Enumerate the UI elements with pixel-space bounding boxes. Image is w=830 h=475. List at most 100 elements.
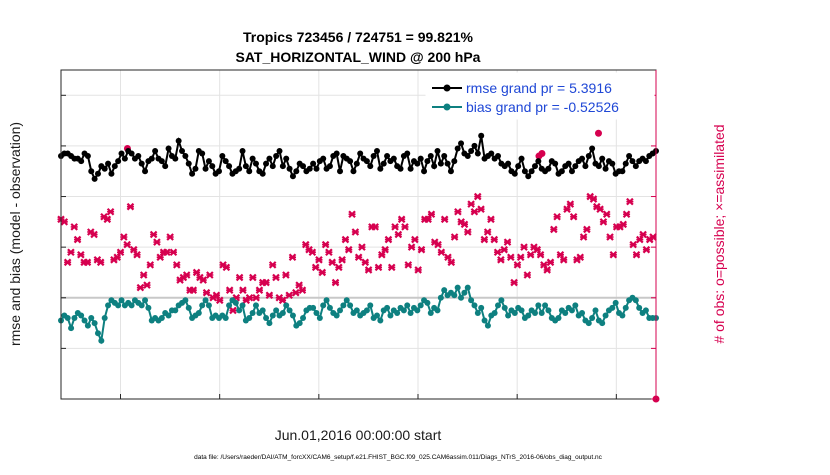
rmse-data-point <box>179 147 186 154</box>
bias-data-point <box>222 315 229 322</box>
rmse-data-point <box>404 150 411 157</box>
bias-data-point <box>619 312 626 319</box>
rmse-data-point <box>629 158 636 165</box>
rmse-data-point <box>226 163 233 170</box>
bias-data-point <box>454 284 461 291</box>
assimilated-count-marker <box>169 248 178 256</box>
bias-data-point <box>105 302 112 309</box>
assimilated-count-marker <box>318 268 327 277</box>
rmse-data-point <box>407 165 414 172</box>
rmse-data-point <box>189 170 196 177</box>
assimilated-count-marker <box>589 195 598 203</box>
legend-bias-marker <box>443 103 451 111</box>
rmse-data-point <box>205 158 212 165</box>
rmse-data-point <box>239 147 246 154</box>
assimilated-count-marker <box>563 205 571 213</box>
assimilated-count-marker <box>510 278 518 287</box>
rmse-data-point <box>175 137 182 144</box>
rmse-data-point <box>199 150 206 157</box>
assimilated-count-marker <box>540 261 548 269</box>
bias-data-point <box>205 302 212 309</box>
rmse-data-point <box>158 158 165 165</box>
assimilated-count-marker <box>533 245 542 254</box>
rmse-data-point <box>353 160 360 167</box>
rmse-data-point <box>347 158 354 165</box>
assimilated-count-marker <box>120 233 128 241</box>
bias-data-point <box>407 309 414 316</box>
assimilated-count-marker <box>206 271 214 279</box>
bias-data-point <box>71 315 78 322</box>
assimilated-count-marker <box>361 258 370 267</box>
assimilated-count-marker <box>437 248 446 256</box>
assimilated-count-marker <box>348 210 356 219</box>
assimilated-count-marker <box>401 223 409 231</box>
assimilated-count-marker <box>83 258 92 267</box>
assimilated-count-marker <box>639 230 647 239</box>
assimilated-count-marker <box>341 235 350 244</box>
rmse-data-point <box>320 155 327 162</box>
bias-data-point <box>246 315 253 322</box>
rmse-data-point <box>478 132 485 139</box>
bias-data-point <box>296 320 303 327</box>
assimilated-count-marker <box>576 253 585 262</box>
assimilated-count-marker <box>123 240 131 249</box>
assimilated-count-marker <box>483 228 492 236</box>
assimilated-count-marker <box>497 256 505 264</box>
assimilated-count-marker <box>116 248 125 256</box>
bias-data-point <box>495 302 502 309</box>
assimilated-count-marker <box>619 220 628 229</box>
assimilated-count-marker <box>649 233 657 241</box>
assimilated-count-marker <box>189 286 198 294</box>
rmse-data-point <box>474 150 481 157</box>
bias-data-point <box>283 302 290 309</box>
assimilated-count-marker <box>301 240 310 249</box>
bias-data-point <box>199 302 206 309</box>
assimilated-count-marker <box>550 225 558 234</box>
rmse-data-point <box>91 175 98 182</box>
assimilated-count-marker <box>596 205 604 213</box>
bias-data-point <box>434 307 441 314</box>
bias-data-point <box>572 302 579 309</box>
bias-data-point <box>195 309 202 316</box>
assimilated-count-marker <box>255 286 264 294</box>
bias-data-point <box>289 312 296 319</box>
legend-box <box>425 72 655 120</box>
bias-data-point <box>313 309 320 316</box>
rmse-data-point <box>531 163 538 170</box>
assimilated-count-marker <box>351 228 360 236</box>
assimilated-count-marker <box>609 250 618 259</box>
rmse-data-point <box>642 158 649 165</box>
rmse-data-point <box>215 168 222 175</box>
assimilated-count-marker <box>364 266 373 274</box>
legend-rmse-marker <box>443 84 451 92</box>
rmse-data-point <box>209 163 216 170</box>
bias-data-point <box>94 330 101 337</box>
rmse-data-point <box>236 165 243 172</box>
bias-data-point <box>481 317 488 324</box>
assimilated-count-marker <box>199 276 207 284</box>
assimilated-count-marker <box>387 263 396 272</box>
bias-data-point <box>347 302 354 309</box>
bias-data-point <box>263 315 270 322</box>
rmse-data-point <box>589 145 596 152</box>
rmse-data-point <box>441 153 448 160</box>
rmse-data-point <box>202 165 209 172</box>
assimilated-count-marker <box>60 218 69 226</box>
assimilated-count-marker <box>599 218 608 226</box>
bias-data-point <box>118 297 125 304</box>
rmse-data-point <box>377 165 384 172</box>
assimilated-count-marker <box>566 200 575 208</box>
bias-data-point <box>417 302 424 309</box>
bias-data-point <box>226 302 233 309</box>
assimilated-count-marker <box>384 235 393 244</box>
bias-data-point <box>491 309 498 316</box>
assimilated-count-marker <box>543 266 551 274</box>
assimilated-count-marker <box>424 215 432 224</box>
rmse-data-point <box>283 155 290 162</box>
rmse-data-point <box>152 147 159 154</box>
rmse-data-point <box>313 165 320 172</box>
rmse-data-point <box>568 168 575 175</box>
assimilated-count-marker <box>397 215 406 224</box>
assimilated-count-marker <box>163 248 171 256</box>
